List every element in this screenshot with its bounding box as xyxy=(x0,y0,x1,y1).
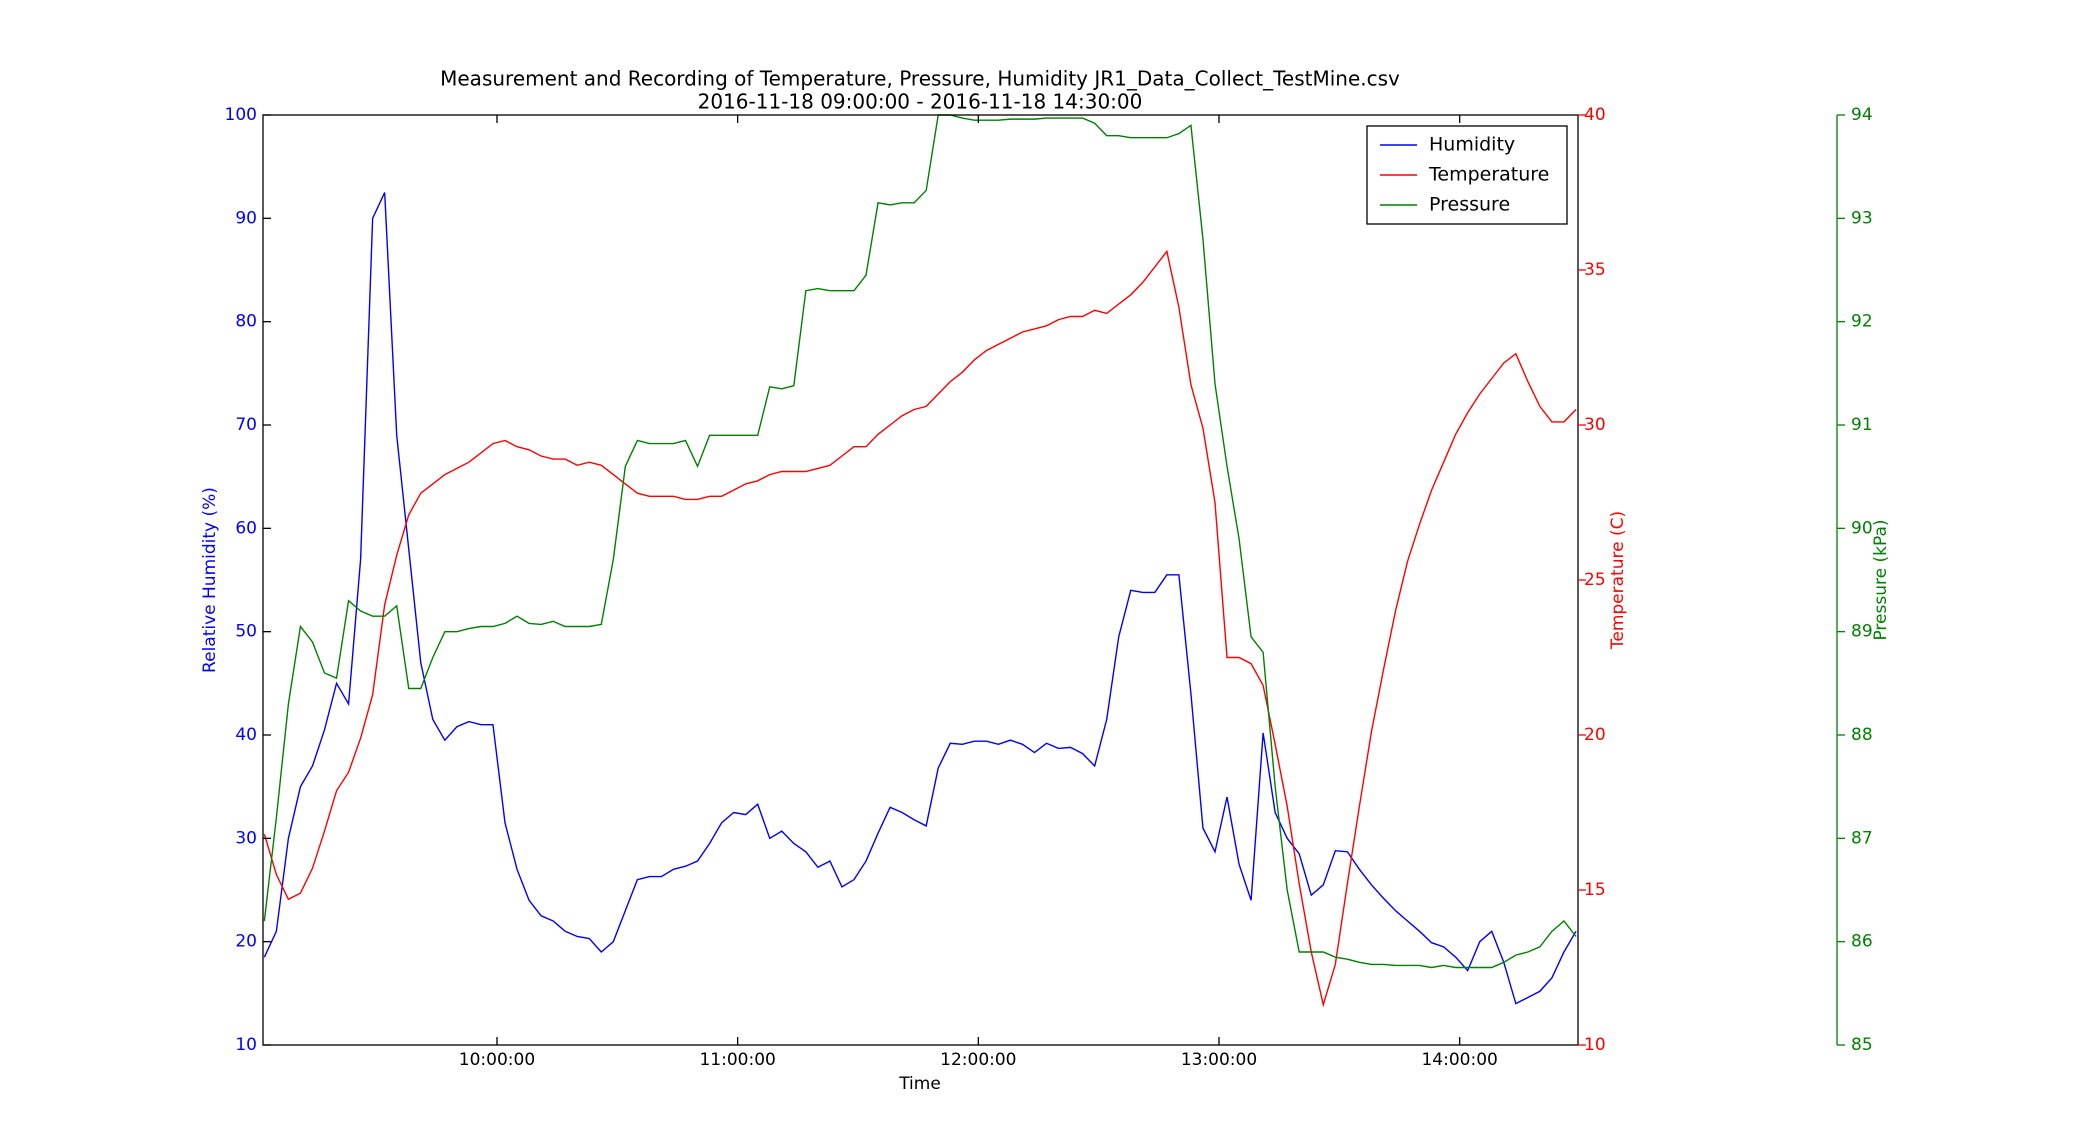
series-line xyxy=(263,114,1577,969)
y-tick-label: 20 xyxy=(235,932,257,952)
x-tick-label: 13:00:00 xyxy=(1181,1050,1257,1070)
y-tick-label: 91 xyxy=(1851,415,1873,435)
x-tick-label: 10:00:00 xyxy=(459,1050,535,1070)
y-tick-label: 10 xyxy=(235,1035,257,1055)
y-axis-label: Relative Humidity (%) xyxy=(200,487,220,673)
y-tick-label: 35 xyxy=(1584,260,1606,280)
y-tick-label: 92 xyxy=(1851,312,1873,332)
chart-subtitle: 2016-11-18 09:00:00 - 2016-11-18 14:30:0… xyxy=(698,90,1143,114)
y-tick-label: 10 xyxy=(1584,1035,1606,1055)
y-tick-label: 30 xyxy=(1584,415,1606,435)
y-tick-label: 90 xyxy=(1851,518,1873,538)
y-tick-label: 70 xyxy=(235,415,257,435)
y-tick-label: 93 xyxy=(1851,208,1873,228)
series-line xyxy=(263,192,1577,1005)
y-tick-label: 60 xyxy=(235,518,257,538)
legend-label: Temperature xyxy=(1428,164,1549,186)
y-tick-label: 100 xyxy=(225,105,257,125)
y-tick-label: 90 xyxy=(235,208,257,228)
chart-title: Measurement and Recording of Temperature… xyxy=(440,67,1400,91)
y-tick-label: 20 xyxy=(1584,725,1606,745)
y-tick-label: 15 xyxy=(1584,880,1606,900)
y3-axis-label: Pressure (kPa) xyxy=(1871,519,1891,640)
legend-label: Humidity xyxy=(1429,134,1515,156)
y-tick-label: 85 xyxy=(1851,1035,1873,1055)
y-tick-label: 50 xyxy=(235,622,257,642)
y-tick-label: 88 xyxy=(1851,725,1873,745)
y-tick-label: 40 xyxy=(235,725,257,745)
y-tick-label: 25 xyxy=(1584,570,1606,590)
y-tick-label: 80 xyxy=(235,312,257,332)
y-tick-label: 87 xyxy=(1851,828,1873,848)
legend-label: Pressure xyxy=(1429,194,1510,216)
y-tick-label: 89 xyxy=(1851,622,1873,642)
y-tick-label: 94 xyxy=(1851,105,1873,125)
plot-frame xyxy=(262,114,1579,1046)
y-tick-label: 86 xyxy=(1851,932,1873,952)
series-line xyxy=(263,249,1577,1008)
y-tick-label: 40 xyxy=(1584,105,1606,125)
x-tick-label: 11:00:00 xyxy=(699,1050,775,1070)
x-tick-label: 14:00:00 xyxy=(1421,1050,1497,1070)
x-axis-label: Time xyxy=(898,1074,941,1094)
y-tick-label: 30 xyxy=(235,828,257,848)
x-tick-label: 12:00:00 xyxy=(940,1050,1016,1070)
y2-axis-label: Temperature (C) xyxy=(1608,511,1628,650)
